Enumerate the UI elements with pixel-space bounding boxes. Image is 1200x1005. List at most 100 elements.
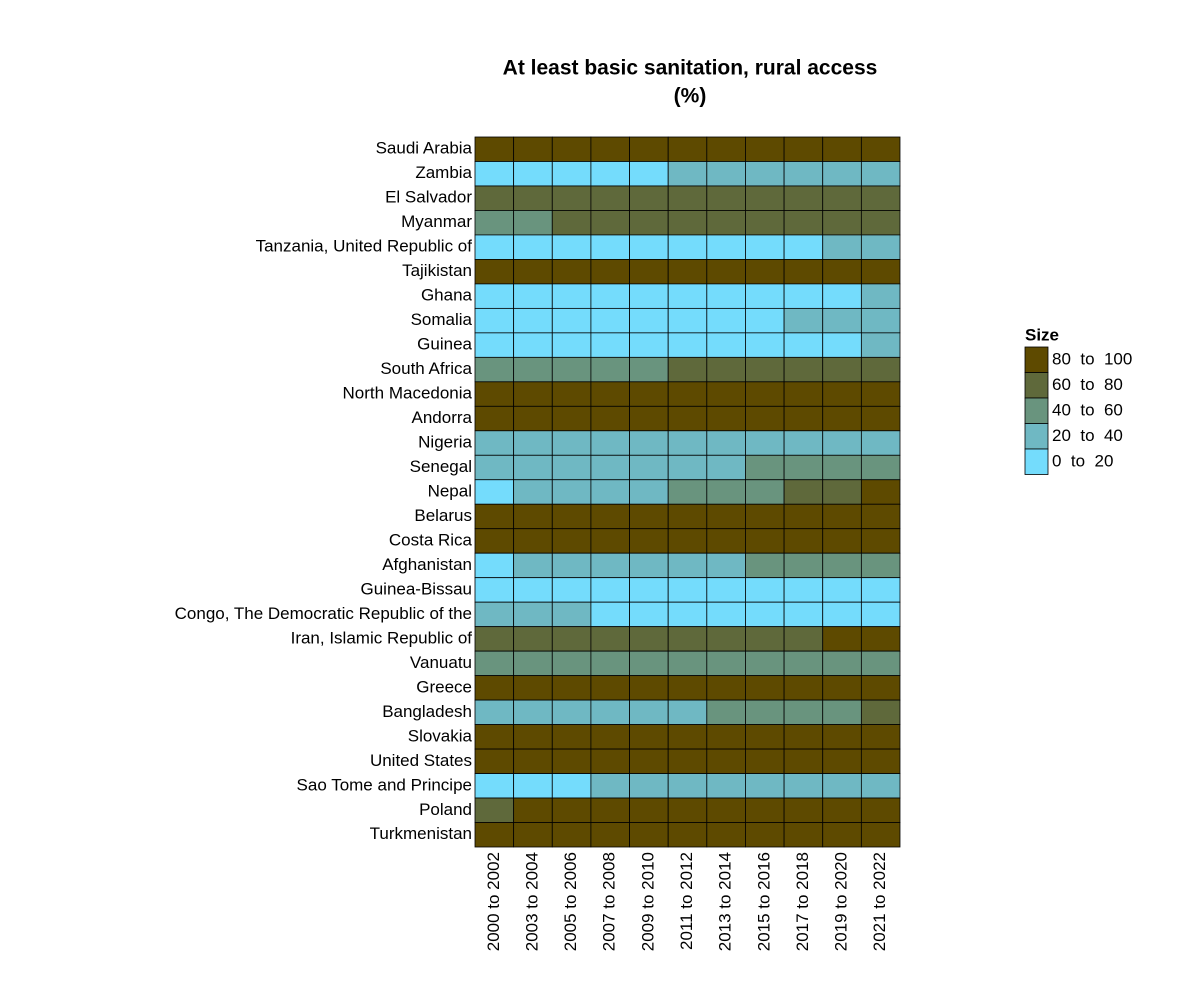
cell <box>551 822 592 848</box>
cell <box>745 210 785 236</box>
cell <box>667 430 708 456</box>
cell <box>860 381 901 407</box>
cell <box>783 479 824 505</box>
cell <box>745 552 785 579</box>
cell <box>745 454 785 481</box>
cell <box>629 748 669 774</box>
cell <box>783 259 824 285</box>
cell <box>513 797 553 823</box>
cell <box>860 405 901 432</box>
cell <box>860 210 901 236</box>
row-label: Saudi Arabia <box>376 139 473 158</box>
cell <box>667 259 708 285</box>
row-label: Somalia <box>411 310 473 329</box>
cell <box>590 479 630 505</box>
legend-label: 20 to 40 <box>1052 426 1123 445</box>
cell <box>551 601 592 628</box>
cell <box>513 356 553 383</box>
cell <box>822 430 862 456</box>
cell <box>860 675 901 701</box>
cell <box>629 724 669 750</box>
cell <box>513 675 553 701</box>
cell <box>860 626 901 652</box>
cell <box>590 136 630 162</box>
cell <box>783 724 824 750</box>
row-label: South Africa <box>380 359 472 378</box>
cell <box>783 454 824 481</box>
cell <box>513 650 553 677</box>
cell <box>629 161 669 187</box>
cell <box>590 405 630 432</box>
row-label: Bangladesh <box>382 702 472 721</box>
cell <box>629 503 669 530</box>
legend-swatch <box>1024 372 1049 399</box>
cell <box>745 528 785 554</box>
cell <box>667 552 708 579</box>
cell <box>551 724 592 750</box>
cell <box>551 259 592 285</box>
cell <box>513 552 553 579</box>
cell <box>590 332 630 358</box>
cell <box>629 797 669 823</box>
cell <box>590 454 630 481</box>
cell <box>822 161 862 187</box>
cell <box>590 675 630 701</box>
cell <box>629 675 669 701</box>
cell <box>706 626 746 652</box>
cell <box>745 430 785 456</box>
column-label: 2007 to 2008 <box>600 852 619 951</box>
cell <box>551 479 592 505</box>
cell <box>551 356 592 383</box>
cell <box>667 136 708 162</box>
cell <box>629 356 669 383</box>
cell <box>667 210 708 236</box>
cell <box>783 503 824 530</box>
cell <box>513 503 553 530</box>
cell <box>822 136 862 162</box>
cell <box>745 381 785 407</box>
cell <box>860 724 901 750</box>
cell <box>667 773 708 799</box>
cell <box>860 136 901 162</box>
cell <box>513 454 553 481</box>
cell <box>629 552 669 579</box>
cell <box>860 185 901 211</box>
cell <box>590 259 630 285</box>
legend-label: 80 to 100 <box>1052 349 1132 368</box>
cell <box>629 699 669 725</box>
row-label: Tanzania, United Republic of <box>256 237 473 256</box>
cell <box>783 307 824 334</box>
cell <box>474 454 515 481</box>
cell <box>629 332 669 358</box>
cell <box>822 307 862 334</box>
cell <box>706 430 746 456</box>
cell <box>706 601 746 628</box>
cell <box>474 405 515 432</box>
cell <box>745 724 785 750</box>
cell <box>513 724 553 750</box>
cell <box>474 797 515 823</box>
cell <box>474 552 515 579</box>
cell <box>860 454 901 481</box>
cell <box>706 136 746 162</box>
cell <box>822 210 862 236</box>
cell <box>860 234 901 260</box>
chart-subtitle: (%) <box>674 85 707 108</box>
cell <box>513 185 553 211</box>
cell <box>860 283 901 309</box>
cell <box>551 748 592 774</box>
cell <box>629 528 669 554</box>
cell <box>706 283 746 309</box>
cell <box>783 601 824 628</box>
column-label: 2011 to 2012 <box>677 852 696 950</box>
cell <box>706 259 746 285</box>
cell <box>667 356 708 383</box>
cell <box>474 528 515 554</box>
cell <box>822 699 862 725</box>
cell <box>745 234 785 260</box>
cell <box>822 528 862 554</box>
cell <box>590 724 630 750</box>
cell <box>860 797 901 823</box>
cell <box>513 748 553 774</box>
cell <box>745 405 785 432</box>
